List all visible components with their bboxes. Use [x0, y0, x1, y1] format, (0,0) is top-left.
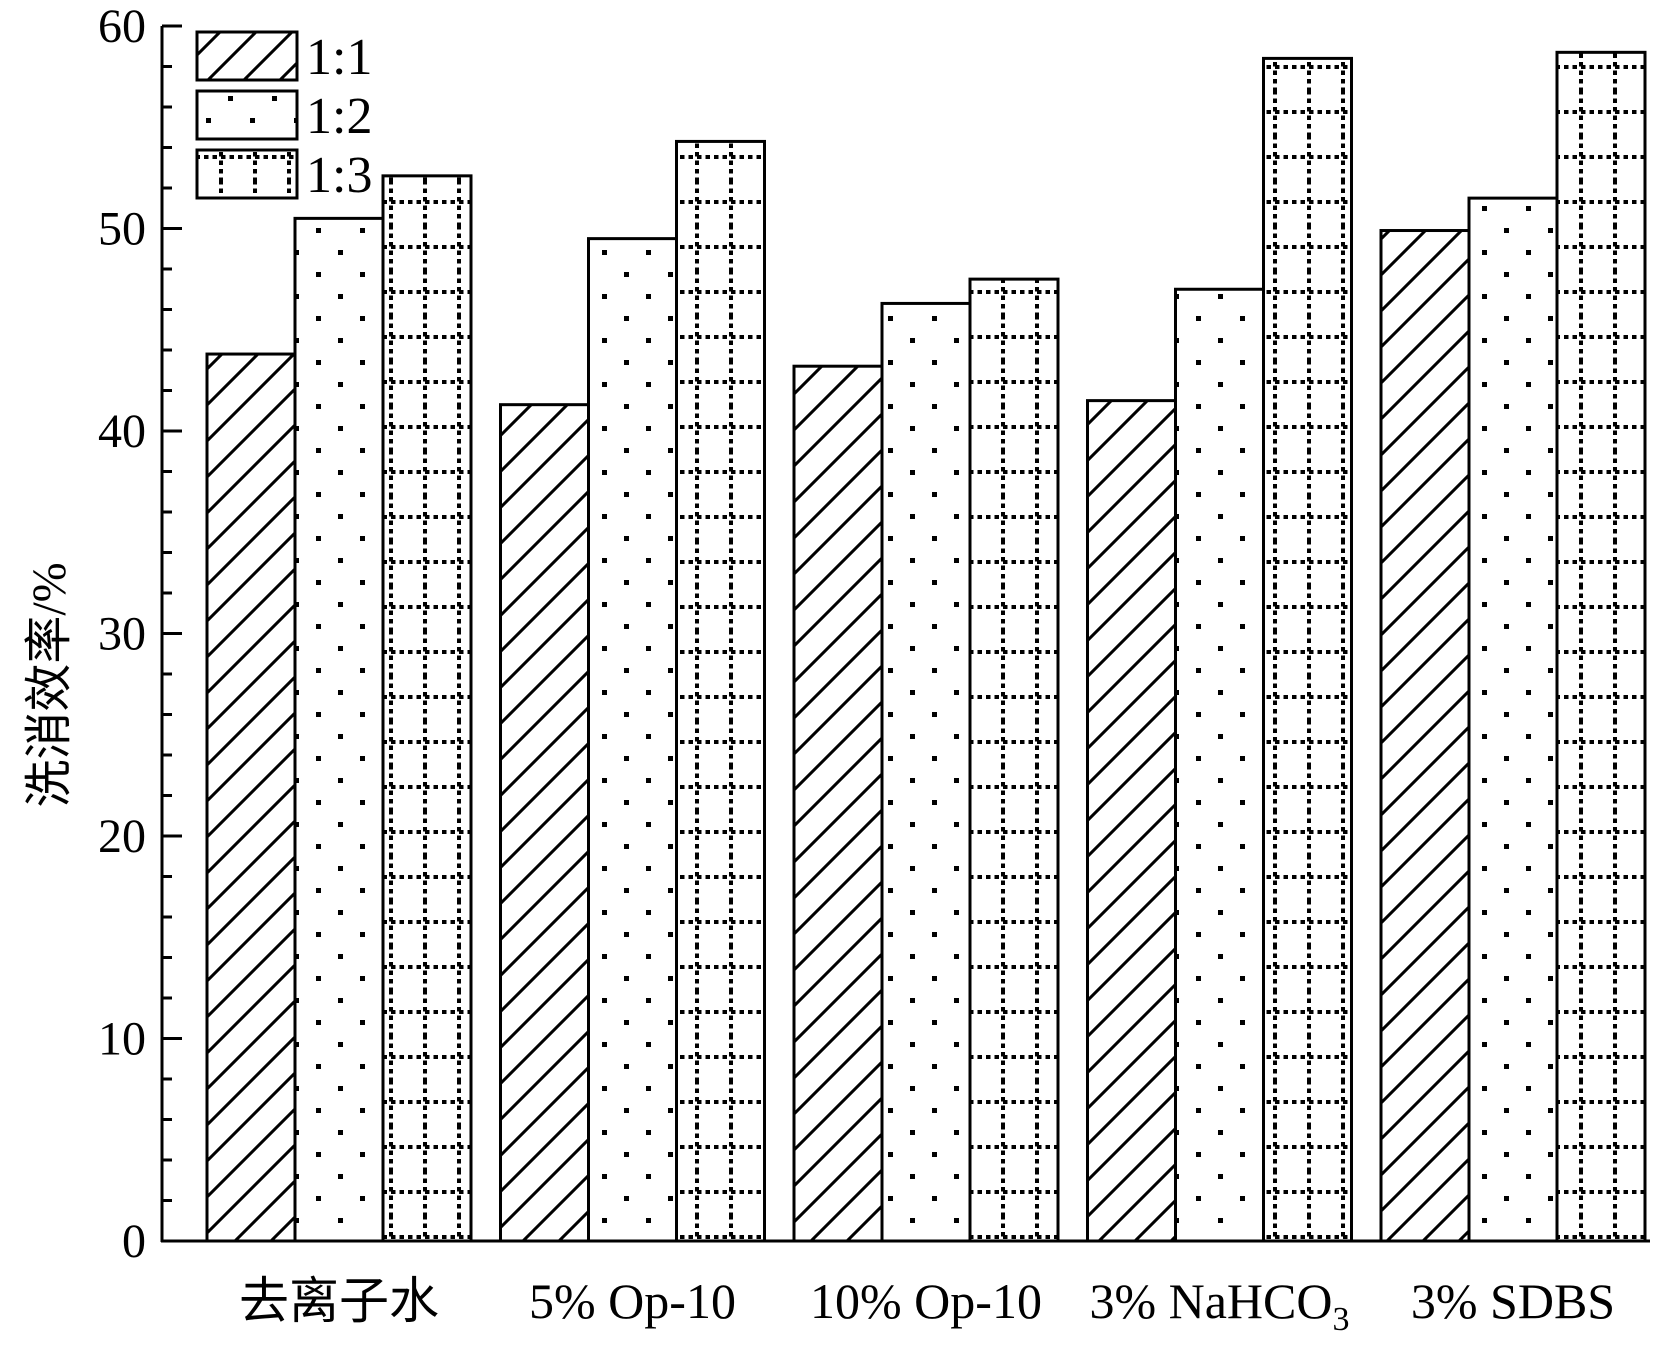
- legend-label-2: 1:2: [306, 88, 372, 145]
- y-tick-label: 0: [122, 1215, 146, 1268]
- y-tick-label: 10: [98, 1013, 146, 1066]
- bar-2-series-2: [587, 237, 678, 1243]
- bar-1-series-3: [381, 174, 473, 1243]
- x-category-label: 3% NaHCO3: [1089, 1273, 1349, 1338]
- bar-2-series-3: [675, 139, 766, 1243]
- bar-4-series-2: [1174, 287, 1265, 1243]
- y-tick-label: 40: [98, 405, 146, 458]
- y-tick-label: 30: [98, 608, 146, 661]
- x-category-label: 去离子水: [239, 1273, 439, 1329]
- bar-1-series-1: [205, 352, 297, 1243]
- x-category-labels: 去离子水 5% Op-10 10% Op-10 3% NaHCO3 3% SDBS: [239, 1273, 1615, 1338]
- bar-1-series-2: [293, 216, 385, 1243]
- legend-swatch-3: [195, 148, 299, 200]
- bar-5-series-1: [1379, 229, 1471, 1243]
- legend: 1:11:21:3: [195, 29, 372, 204]
- y-ticks: 0 10 20 30 40 50 60: [98, 0, 182, 1268]
- legend-label-1: 1:1: [306, 29, 372, 86]
- bar-4-series-3: [1262, 56, 1353, 1243]
- legend-swatch-2: [195, 89, 299, 141]
- bars-layer: [205, 50, 1647, 1243]
- y-tick-label: 50: [98, 203, 146, 256]
- bar-3-series-1: [792, 364, 884, 1243]
- bar-5-series-3: [1555, 50, 1647, 1243]
- bar-3-series-3: [968, 277, 1060, 1243]
- x-category-label: 5% Op-10: [529, 1273, 736, 1329]
- x-category-label: 10% Op-10: [810, 1273, 1042, 1329]
- y-tick-label: 60: [98, 0, 146, 53]
- legend-label-3: 1:3: [306, 147, 372, 204]
- y-axis-title: 洗消效率/%: [23, 562, 76, 807]
- bar-2-series-1: [499, 403, 590, 1243]
- legend-swatch-1: [195, 30, 299, 82]
- x-category-label: 3% SDBS: [1411, 1273, 1615, 1329]
- bar-4-series-1: [1086, 399, 1177, 1243]
- y-tick-label: 20: [98, 810, 146, 863]
- bar-3-series-2: [880, 301, 972, 1243]
- bar-5-series-2: [1467, 196, 1559, 1243]
